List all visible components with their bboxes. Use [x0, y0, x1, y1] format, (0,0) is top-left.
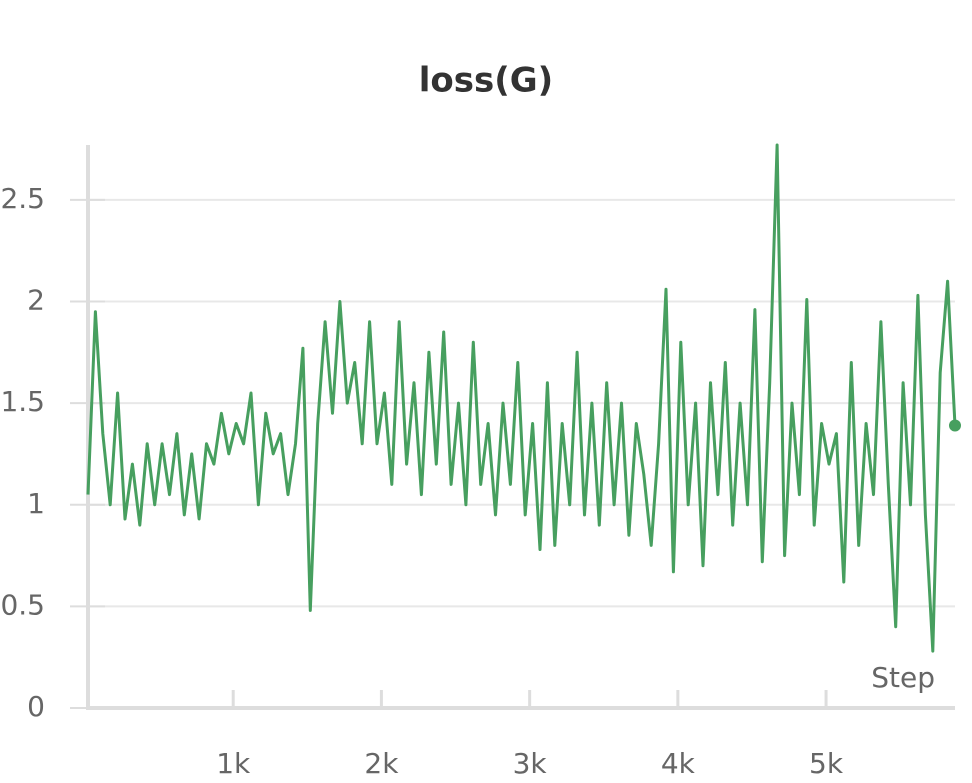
x-tick-label: 1k [216, 747, 251, 780]
x-tick-label: 4k [661, 747, 696, 780]
y-tick-label: 2.5 [0, 182, 45, 215]
x-tick-label: 5k [809, 747, 844, 780]
y-tick-label: 1.5 [0, 385, 45, 418]
end-point [949, 419, 961, 432]
x-tick-label: 3k [513, 747, 548, 780]
y-tick-label: 0.5 [0, 588, 45, 621]
chart-title: loss(G) [419, 61, 553, 101]
series-line [86, 143, 957, 653]
x-axis-label: Step [871, 661, 935, 694]
x-tick-label: 2k [364, 747, 399, 780]
y-tick-label: 2 [27, 284, 45, 317]
y-tick-label: 0 [27, 690, 45, 723]
y-tick-label: 1 [27, 487, 45, 520]
